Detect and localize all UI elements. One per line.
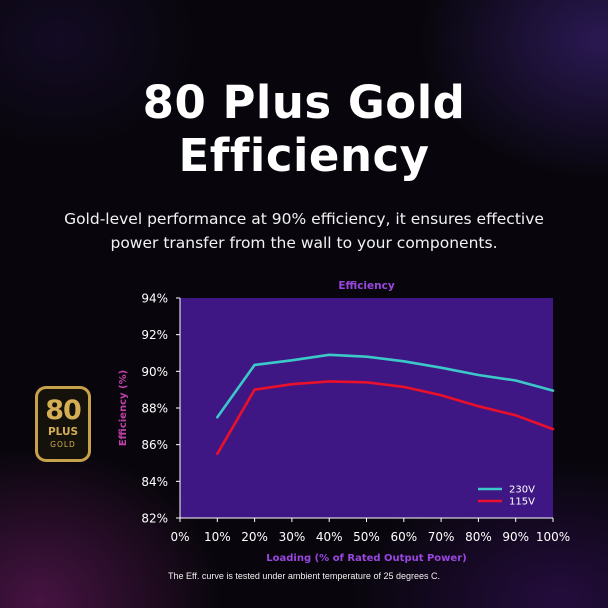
x-axis-label: Loading (% of Rated Output Power) [266,553,466,564]
x-tick-label: 40% [316,530,343,544]
x-tick-label: 0% [170,530,189,544]
y-tick-label: 94% [141,292,168,306]
y-tick-label: 88% [141,402,168,416]
x-tick-label: 30% [279,530,306,544]
x-tick-label: 100% [536,530,570,544]
footnote: The Eff. curve is tested under ambient t… [168,571,440,581]
page-title-line1: 80 Plus Gold [142,76,466,129]
chart-title: Efficiency [338,280,395,292]
legend-label: 115V [509,497,535,508]
series-group [216,353,555,456]
badge-plus-text: PLUS [47,426,79,438]
badge-number: 80 [45,395,82,426]
legend-label: 230V [509,485,535,496]
page-title: 80 Plus Gold Efficiency [0,76,608,182]
plot-area [180,298,553,518]
x-tick-label: 10% [204,530,231,544]
y-tick-label: 90% [141,365,168,379]
y-tick-label: 86% [141,438,168,452]
x-tick-label: 90% [502,530,529,544]
80-plus-gold-badge-icon: 80 PLUS GOLD [35,386,91,462]
series-line-115v [216,380,555,456]
subtitle: Gold-level performance at 90% efficiency… [64,210,544,252]
page-title-line2: Efficiency [178,129,430,182]
y-tick-label: 82% [141,512,168,526]
badge-level-text: GOLD [50,440,76,449]
x-tick-label: 20% [241,530,268,544]
x-tick-label: 50% [353,530,380,544]
y-axis-label: Efficiency (%) [118,370,129,446]
series-line-230v [216,353,555,419]
axes: 82% 84% 86% 88% 90% 92% 94% 0% 10% 20% 30% 40% 50% 60… [141,292,570,545]
y-tick-label: 84% [141,475,168,489]
y-tick-label: 92% [141,328,168,342]
x-tick-label: 60% [390,530,417,544]
x-tick-label: 80% [465,530,492,544]
x-tick-label: 70% [428,530,455,544]
